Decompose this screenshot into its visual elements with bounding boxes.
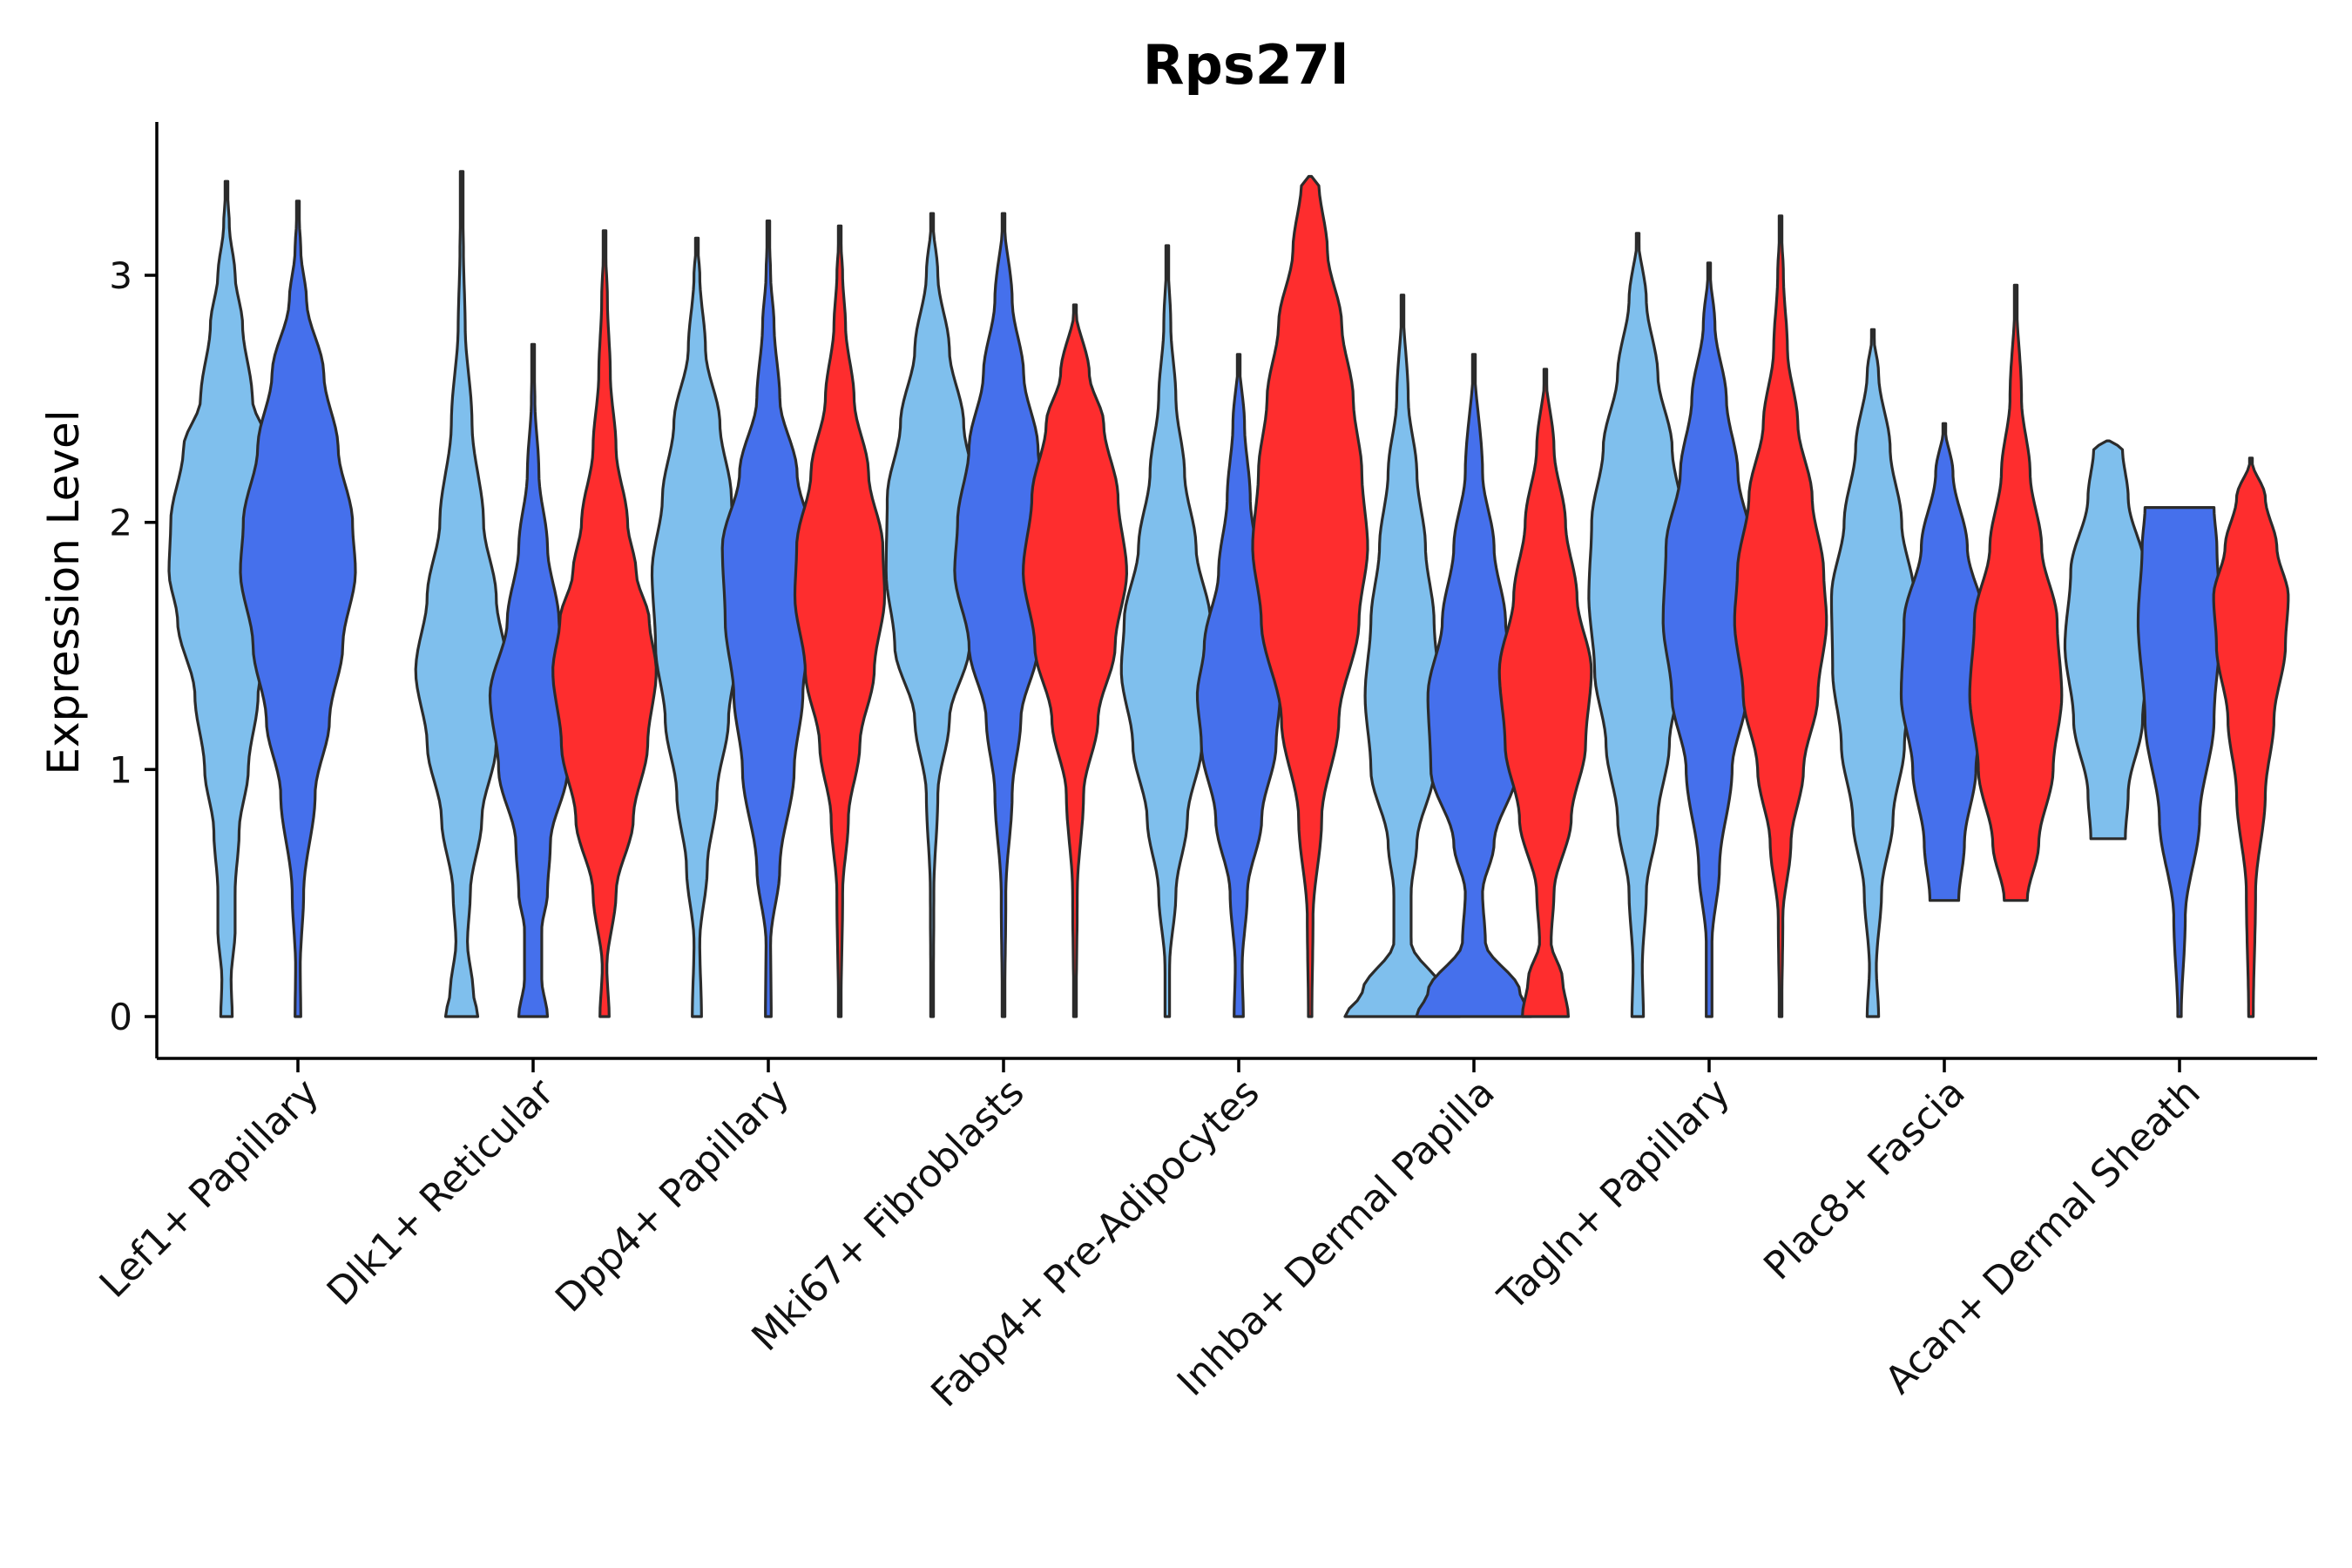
violin-19 <box>1661 261 1757 1018</box>
violin-23 <box>1968 283 2064 902</box>
y-tick-label: 2 <box>109 502 132 544</box>
violin-2 <box>239 199 357 1018</box>
x-tick-label: Tagln+ Papillary <box>1490 1071 1739 1320</box>
violin-26 <box>2212 456 2290 1018</box>
violin-1 <box>167 179 286 1018</box>
violin-16 <box>1415 353 1533 1018</box>
violin-layer <box>167 170 2290 1018</box>
violin-10 <box>953 212 1054 1018</box>
violin-21 <box>1829 328 1916 1018</box>
violin-25 <box>2136 506 2223 1018</box>
violin-12 <box>1119 244 1215 1018</box>
violin-5 <box>551 229 658 1018</box>
violin-20 <box>1733 214 1828 1018</box>
violin-7 <box>720 220 816 1018</box>
violin-4 <box>488 342 578 1018</box>
y-axis-label: Expression Level <box>38 409 89 774</box>
x-tick-label: Dlk1+ Reticular <box>319 1070 564 1315</box>
violin-17 <box>1497 368 1593 1018</box>
violin-18 <box>1587 232 1688 1018</box>
violin-14 <box>1251 174 1369 1018</box>
violin-9 <box>884 212 980 1018</box>
x-tick-label: Dpp4+ Papillary <box>547 1071 798 1321</box>
chart-title: Rps27l <box>1143 33 1349 97</box>
violin-13 <box>1195 353 1282 1018</box>
y-tick-label: 3 <box>109 254 132 297</box>
y-tick-label: 0 <box>109 996 132 1038</box>
x-tick-label: Lef1+ Papillary <box>91 1071 328 1307</box>
x-tick-label: Plac8+ Fascia <box>1755 1071 1974 1289</box>
y-axis: 0 1 2 3 <box>109 122 159 1058</box>
violin-8 <box>793 224 887 1018</box>
y-tick-label: 1 <box>109 748 132 791</box>
violin-11 <box>1022 303 1128 1018</box>
violin-6 <box>650 236 744 1018</box>
violin-3 <box>414 170 510 1018</box>
